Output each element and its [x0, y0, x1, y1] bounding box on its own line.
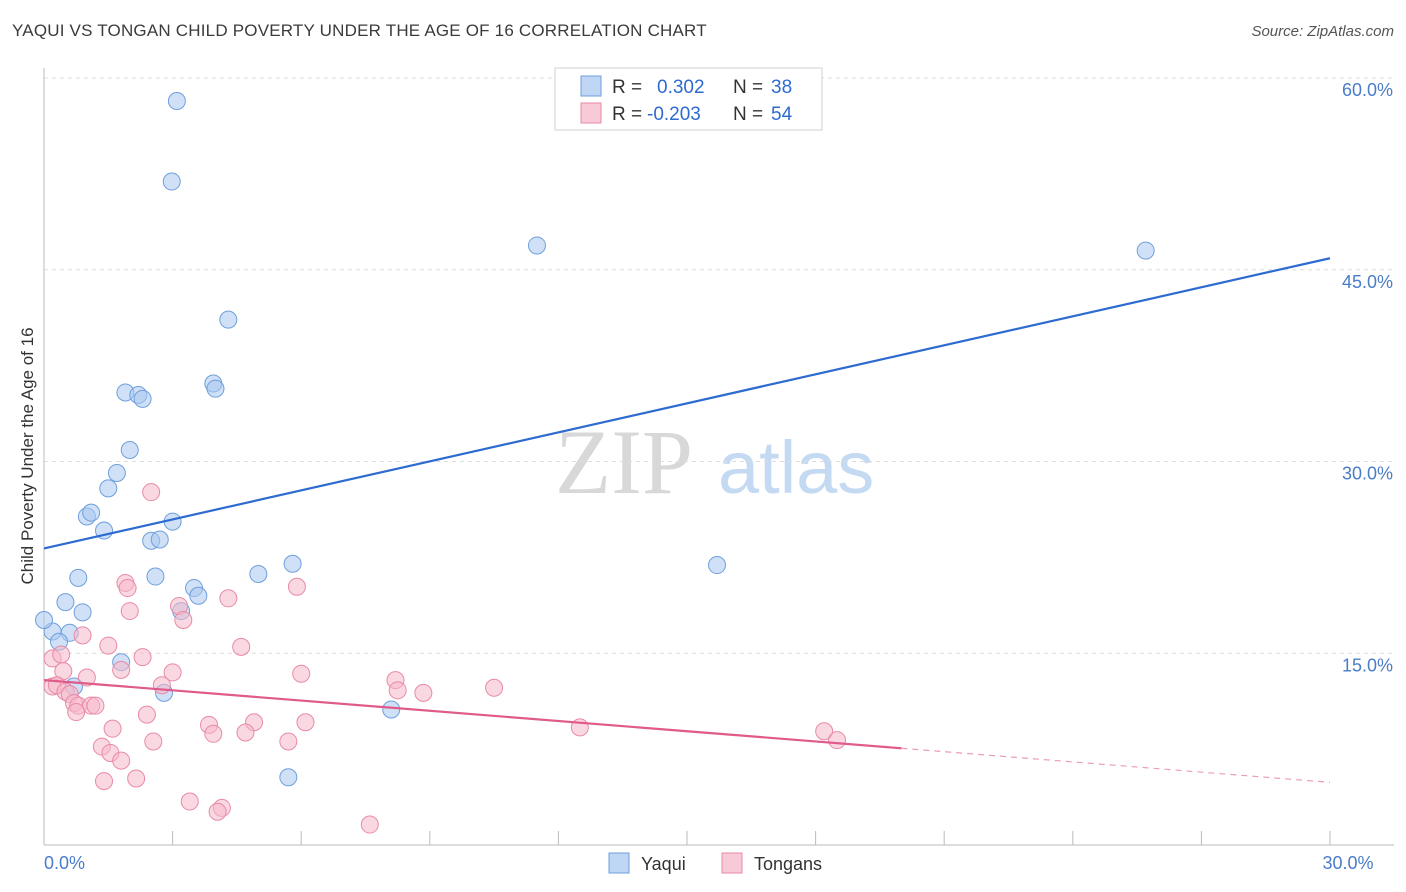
- x-tick-label: 30.0%: [1322, 853, 1373, 873]
- y-tick-label: 60.0%: [1342, 80, 1393, 100]
- point-yaqui: [382, 700, 401, 719]
- point-tongans: [95, 772, 114, 791]
- y-axis-label: Child Poverty Under the Age of 16: [18, 327, 37, 584]
- point-tongans: [360, 815, 379, 834]
- legend-n-value-tongans: 54: [771, 104, 793, 125]
- trend-lines: [43, 257, 1331, 783]
- point-tongans: [127, 769, 146, 788]
- legend-r-label: R =: [612, 77, 642, 98]
- point-tongans: [120, 602, 139, 621]
- point-tongans: [388, 681, 407, 700]
- legend-swatch-yaqui: [580, 75, 602, 97]
- chart-title: YAQUI VS TONGAN CHILD POVERTY UNDER THE …: [12, 21, 707, 40]
- legend-r-label: R =: [612, 104, 642, 125]
- series-legend-swatch-yaqui: [608, 852, 630, 874]
- point-tongans: [815, 722, 834, 741]
- point-yaqui: [99, 479, 118, 498]
- point-tongans: [73, 626, 92, 645]
- point-yaqui: [162, 172, 181, 191]
- point-tongans: [279, 732, 298, 751]
- point-tongans: [219, 589, 238, 608]
- point-tongans: [414, 683, 433, 702]
- point-yaqui: [283, 554, 302, 573]
- trend-line-tongans: [43, 678, 902, 750]
- source-label: Source: ZipAtlas.com: [1251, 23, 1394, 40]
- point-yaqui: [73, 603, 92, 622]
- series-legend-label-yaqui: Yaqui: [641, 854, 686, 874]
- axes: [43, 68, 1394, 846]
- point-tongans: [828, 731, 847, 750]
- point-tongans: [208, 802, 227, 821]
- point-tongans: [180, 792, 199, 811]
- point-tongans: [52, 645, 71, 664]
- point-tongans: [112, 751, 131, 770]
- point-yaqui: [82, 503, 101, 522]
- point-yaqui: [35, 611, 53, 630]
- y-tick-label: 45.0%: [1342, 272, 1393, 292]
- point-tongans: [296, 713, 315, 732]
- point-tongans: [142, 483, 161, 502]
- point-yaqui: [56, 593, 75, 612]
- legend-n-label: N =: [733, 77, 763, 98]
- watermark-atlas: atlas: [718, 426, 874, 509]
- series-legend-swatch-tongans: [721, 852, 743, 874]
- data-points: [35, 92, 1155, 834]
- trend-line-extension-tongans: [901, 747, 1331, 783]
- point-yaqui: [249, 564, 268, 583]
- series-legend-label-tongans: Tongans: [754, 854, 822, 874]
- point-yaqui: [708, 556, 727, 575]
- point-yaqui: [107, 464, 126, 483]
- point-tongans: [144, 732, 163, 751]
- legend-n-value-yaqui: 38: [771, 77, 792, 98]
- legend-swatch-tongans: [580, 102, 602, 124]
- point-tongans: [292, 664, 311, 683]
- legend-r-value-tongans: -0.203: [647, 104, 701, 125]
- point-tongans: [77, 668, 96, 687]
- series-legend: Yaqui Tongans: [608, 852, 822, 874]
- legend-n-label: N =: [733, 104, 763, 125]
- point-tongans: [103, 719, 122, 738]
- point-yaqui: [1136, 241, 1155, 260]
- point-yaqui: [120, 440, 139, 459]
- point-yaqui: [167, 92, 186, 111]
- point-yaqui: [206, 379, 225, 398]
- point-tongans: [118, 579, 137, 598]
- x-tick-labels: 0.0% 30.0%: [44, 853, 1374, 873]
- point-tongans: [232, 637, 251, 656]
- point-tongans: [152, 676, 171, 695]
- y-tick-label: 15.0%: [1342, 655, 1393, 675]
- point-yaqui: [150, 530, 169, 549]
- x-tick-label: 0.0%: [44, 853, 85, 873]
- y-tick-labels: 15.0% 30.0% 45.0% 60.0%: [1342, 80, 1393, 675]
- point-tongans: [287, 577, 306, 596]
- point-yaqui: [527, 236, 546, 255]
- y-tick-label: 30.0%: [1342, 464, 1393, 484]
- point-tongans: [485, 678, 504, 697]
- point-tongans: [204, 724, 223, 743]
- legend-r-value-yaqui: 0.302: [657, 77, 705, 98]
- point-tongans: [174, 611, 193, 630]
- point-tongans: [133, 648, 152, 667]
- point-yaqui: [133, 389, 152, 408]
- point-yaqui: [69, 568, 88, 587]
- point-tongans: [112, 660, 131, 679]
- point-yaqui: [219, 310, 238, 329]
- point-tongans: [67, 703, 86, 722]
- point-yaqui: [146, 567, 165, 586]
- point-tongans: [86, 696, 105, 715]
- point-yaqui: [189, 586, 208, 605]
- trend-line-yaqui: [43, 257, 1331, 550]
- point-tongans: [99, 636, 118, 655]
- point-tongans: [137, 705, 156, 724]
- point-tongans: [163, 663, 182, 682]
- stats-legend: R = 0.302 N = 38 R = -0.203 N = 54: [554, 67, 823, 131]
- point-yaqui: [279, 768, 298, 787]
- point-tongans: [236, 723, 255, 742]
